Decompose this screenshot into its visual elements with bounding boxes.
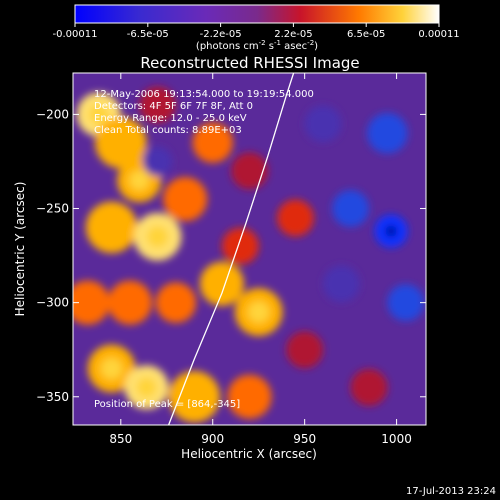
heatmap-blob — [387, 284, 425, 322]
y-axis-label: Heliocentric Y (arcsec) — [13, 182, 27, 317]
heatmap-blob — [73, 280, 110, 325]
heatmap-blob-core — [136, 377, 157, 398]
peak-position-label: Position of Peak = [864,-345] — [94, 399, 240, 410]
heatmap-blob-core — [247, 301, 270, 323]
colorbar-tick-label: -2.2e-05 — [200, 29, 242, 40]
heatmap-blob-core — [129, 170, 150, 191]
heatmap-blob — [85, 201, 138, 254]
annotation-line: Energy Range: 12.0 - 25.0 keV — [94, 113, 247, 124]
y-tick-label: −300 — [36, 296, 69, 310]
heatmap-blob — [155, 282, 197, 323]
heatmap-blob-core — [146, 226, 169, 248]
x-tick-label: 1000 — [381, 432, 412, 446]
y-tick-label: −350 — [36, 390, 69, 404]
colorbar-tick-label: -6.5e-05 — [127, 29, 169, 40]
colorbar — [74, 4, 440, 24]
plot-frame — [72, 72, 427, 426]
y-tick-label: −200 — [36, 107, 69, 121]
x-axis-label: Heliocentric X (arcsec) — [181, 447, 317, 461]
heatmap-blob — [323, 265, 360, 303]
colorbar-unit-label: (photons cm-2 s-1 asec-2) — [196, 39, 318, 52]
colorbar-tick-label: 2.2e-05 — [274, 29, 312, 40]
y-tick-label: −250 — [36, 202, 69, 216]
solar-limb-curve — [167, 73, 295, 425]
heatmap-blob — [350, 368, 388, 406]
annotation-line: Clean Total counts: 8.89E+03 — [94, 125, 242, 136]
heatmap-blob — [139, 86, 176, 124]
chart-title: Reconstructed RHESSI Image — [140, 54, 359, 72]
heatmap-blob — [332, 190, 370, 227]
colorbar-tick-label: -0.00011 — [53, 29, 98, 40]
heatmap-blob — [95, 116, 147, 169]
heatmap-blob — [221, 227, 259, 265]
x-tick-label: 900 — [201, 432, 224, 446]
heatmap-blob — [192, 122, 233, 163]
heatmap-blob — [227, 374, 272, 419]
heatmap-blob-core — [100, 357, 123, 380]
heatmap-blob-core — [88, 104, 109, 125]
axes: 850 900 950 1000 −200 −250 −300 −350 — [36, 73, 426, 446]
colorbar-tick-label: 6.5e-05 — [347, 29, 385, 40]
colorbar-tick-label: 0.00011 — [418, 29, 459, 40]
x-tick-label: 850 — [109, 432, 132, 446]
heatmap-blob — [142, 146, 173, 177]
x-tick-label: 950 — [293, 432, 316, 446]
heatmap-blob-core — [385, 225, 397, 237]
footer-timestamp: 17-Jul-2013 23:24 — [406, 486, 496, 497]
heatmap-blob — [277, 199, 314, 237]
heatmap-image — [73, 86, 425, 423]
annotation-line: Detectors: 4F 5F 6F 7F 8F, Att 0 — [94, 101, 253, 112]
heatmap-blob — [231, 152, 268, 190]
colorbar-ticks: -0.00011 -6.5e-05 -2.2e-05 2.2e-05 6.5e-05 0.… — [53, 23, 460, 40]
heatmap-blob — [199, 261, 244, 306]
annotation-line: 12-May-2006 19:13:54.000 to 19:19:54.000 — [94, 89, 314, 100]
annotation-block: 12-May-2006 19:13:54.000 to 19:19:54.000… — [94, 89, 314, 136]
heatmap-blob — [107, 280, 153, 325]
heatmap-blob — [168, 371, 221, 423]
heatmap-blob — [304, 105, 342, 143]
heatmap-blob — [286, 331, 324, 369]
heatmap-blob — [367, 113, 408, 154]
heatmap-blob — [163, 177, 208, 222]
